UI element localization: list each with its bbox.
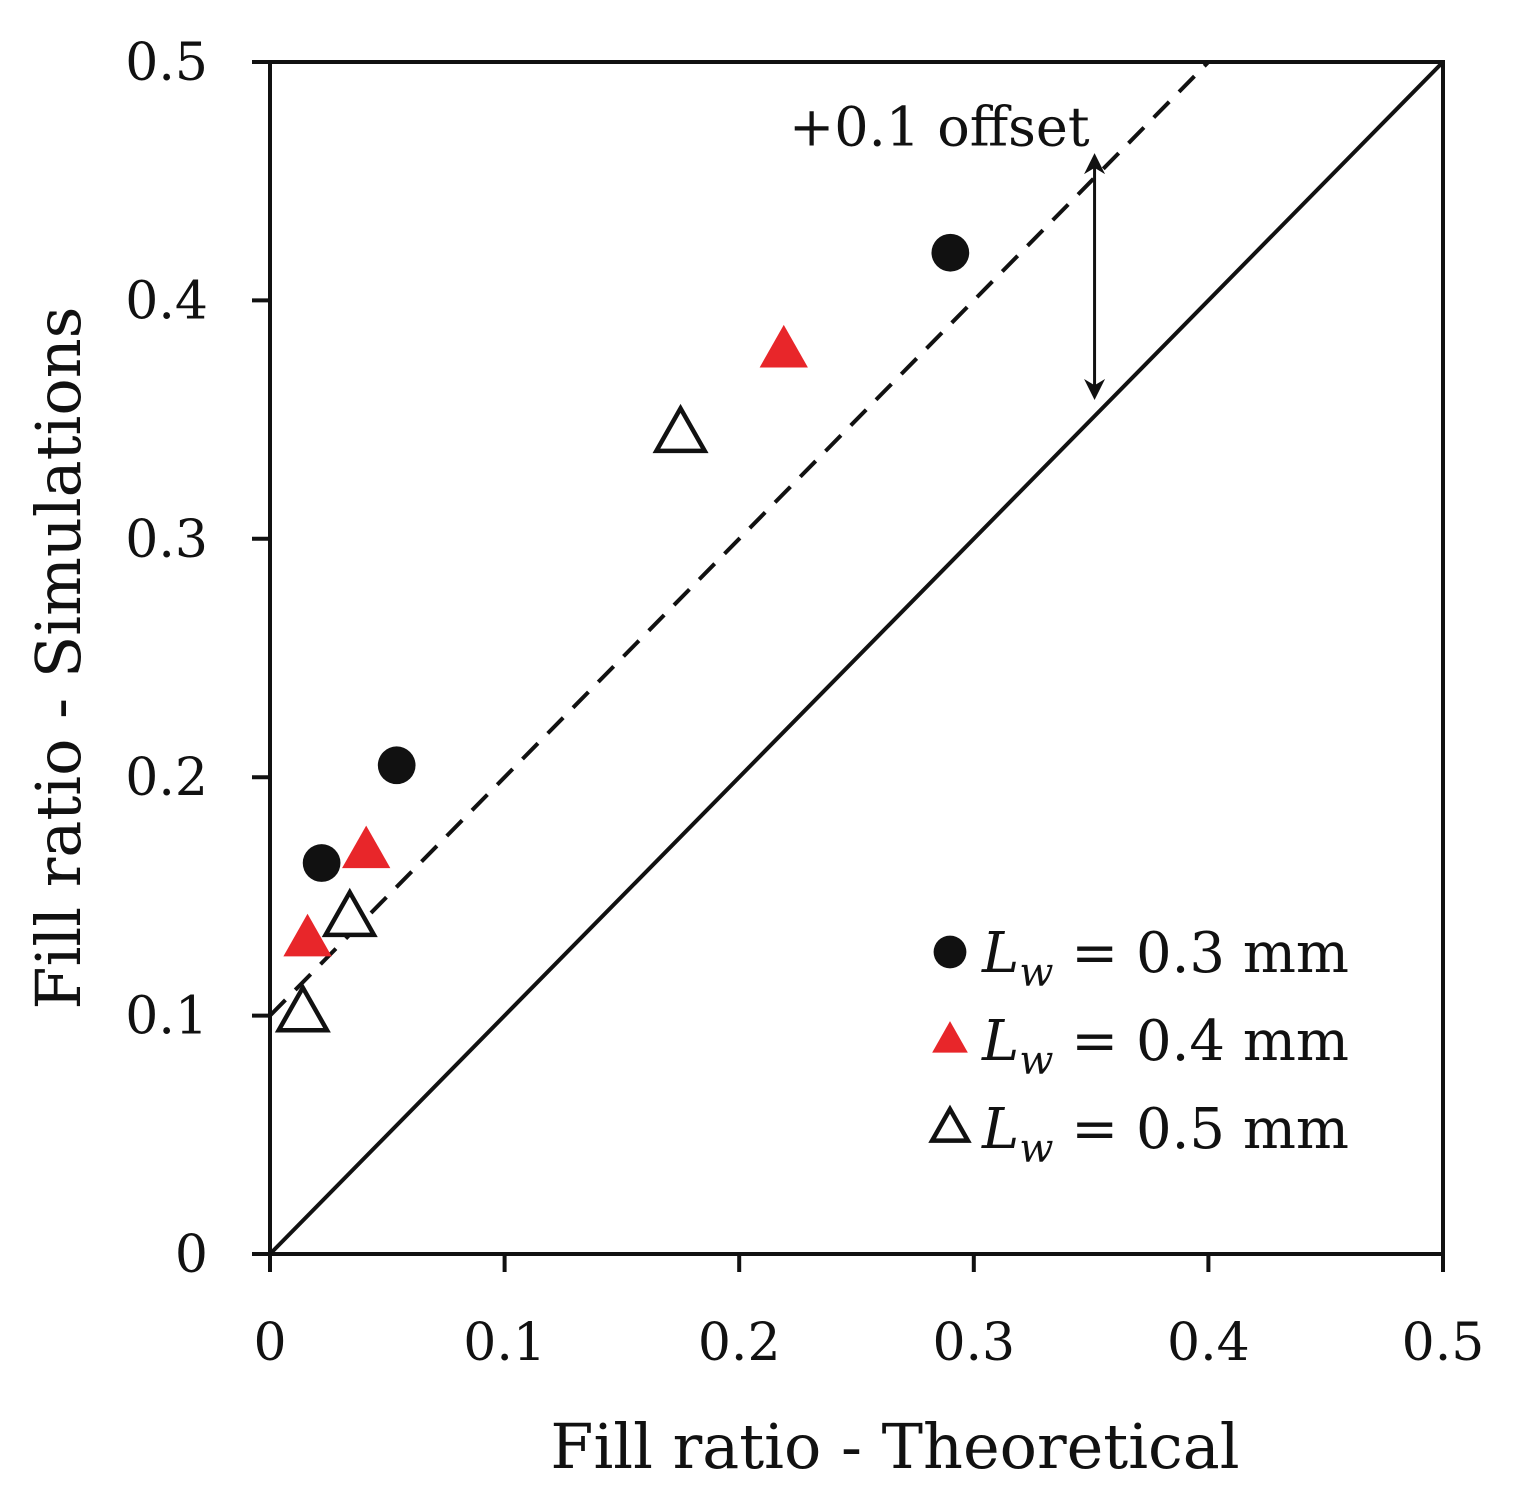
reference-lines bbox=[268, 60, 1445, 1256]
annotations: +0.1 offset bbox=[789, 95, 1106, 400]
y-tick-label: 0 bbox=[175, 1225, 208, 1285]
plot-frame bbox=[268, 60, 1445, 1256]
offset-reference-line bbox=[268, 60, 1210, 1018]
data-point bbox=[652, 403, 709, 454]
x-tick-label: 0.2 bbox=[698, 1313, 781, 1373]
legend-label: Lw = 0.5 mm bbox=[981, 1097, 1349, 1172]
data-point bbox=[283, 913, 332, 957]
x-tick-label: 0.5 bbox=[1402, 1313, 1485, 1373]
y-tick-label: 0.5 bbox=[125, 33, 208, 93]
legend-label: Lw = 0.4 mm bbox=[981, 1009, 1349, 1084]
legend-marker bbox=[928, 1104, 972, 1143]
identity-reference-line bbox=[268, 60, 1445, 1256]
axis-ticks: 0 0.1 0.2 0.3 0.4 0.5 0 0.1 0.2 0.3 0.4 0.5 bbox=[125, 33, 1484, 1373]
x-tick-label: 0.1 bbox=[463, 1313, 546, 1373]
data-point bbox=[274, 983, 331, 1033]
legend-label: Lw = 0.3 mm bbox=[981, 921, 1349, 996]
data-point bbox=[931, 233, 970, 272]
data-point bbox=[302, 844, 341, 882]
data-point bbox=[342, 825, 391, 869]
x-axis-label: Fill ratio - Theoretical bbox=[550, 1410, 1239, 1483]
legend-marker bbox=[933, 935, 967, 969]
data-points bbox=[274, 233, 970, 1033]
y-tick-label: 0.2 bbox=[125, 748, 208, 808]
x-tick-label: 0 bbox=[253, 1313, 286, 1373]
data-point bbox=[321, 887, 378, 938]
y-axis-label: Fill ratio - Simulations bbox=[22, 307, 95, 1010]
data-point bbox=[377, 746, 416, 785]
y-tick-label: 0.1 bbox=[125, 987, 208, 1047]
legend-marker bbox=[932, 1021, 968, 1053]
x-tick-label: 0.3 bbox=[932, 1313, 1015, 1373]
y-tick-label: 0.4 bbox=[125, 271, 208, 331]
offset-annotation-label: +0.1 offset bbox=[789, 95, 1090, 158]
x-tick-label: 0.4 bbox=[1167, 1313, 1250, 1373]
legend: Lw = 0.3 mm Lw = 0.4 mm Lw = 0.5 mm bbox=[928, 921, 1349, 1172]
y-tick-label: 0.3 bbox=[125, 510, 208, 570]
data-point bbox=[759, 324, 808, 368]
